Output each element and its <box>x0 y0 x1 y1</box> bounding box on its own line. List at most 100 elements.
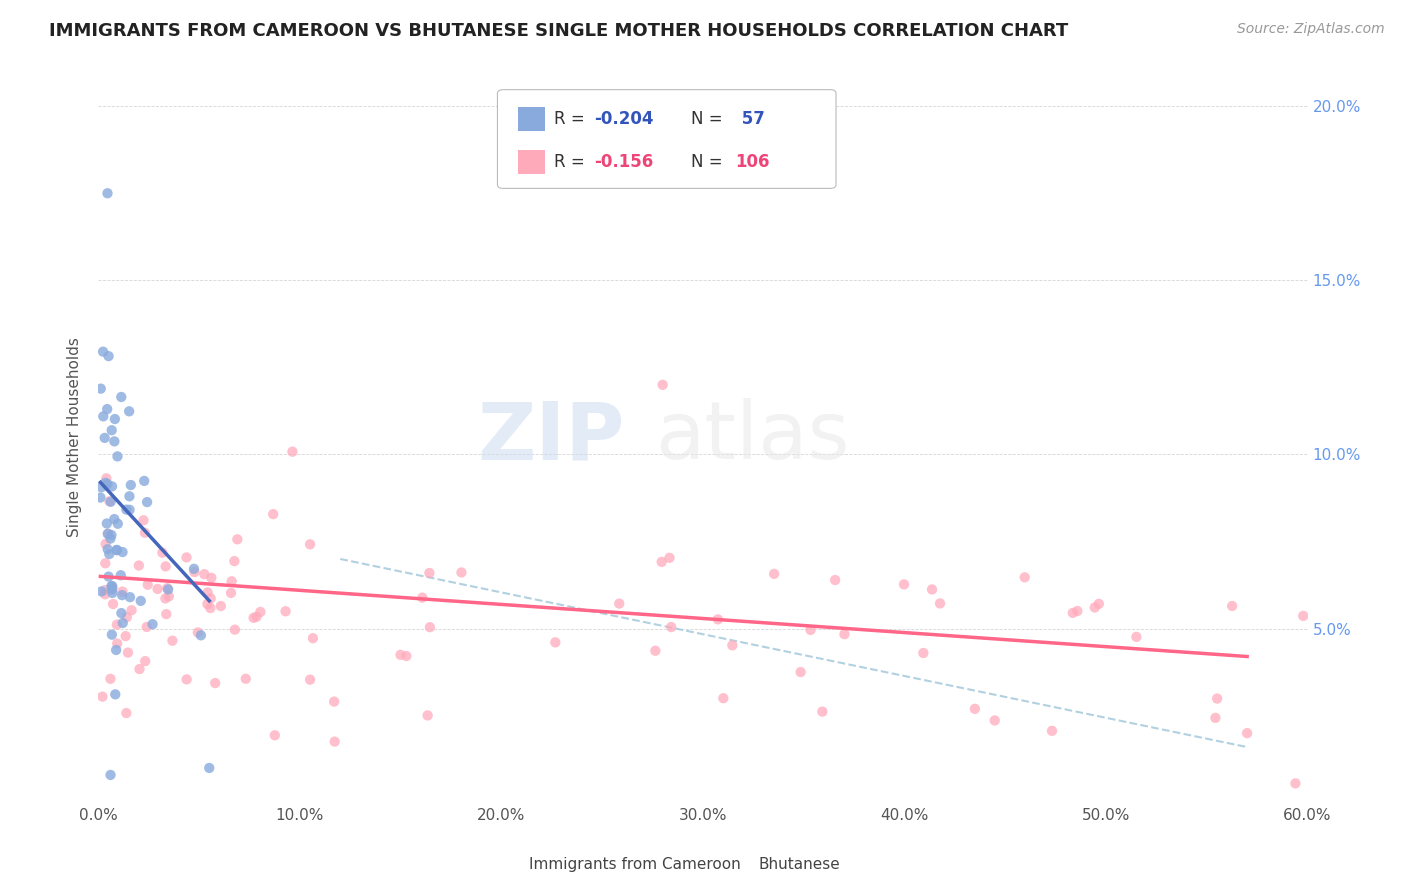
Point <box>90 480 112 494</box>
Point <box>129 594 152 608</box>
Point <box>100 532 122 546</box>
Point <box>104 412 127 426</box>
Point <box>242 611 264 625</box>
Point <box>763 566 786 581</box>
Point <box>1014 570 1036 584</box>
Point <box>118 404 141 418</box>
Point <box>299 673 322 687</box>
Point <box>1220 599 1243 613</box>
Point <box>157 582 180 597</box>
Point <box>1236 726 1258 740</box>
Point <box>115 502 138 516</box>
Point <box>111 588 134 602</box>
Point <box>221 574 243 589</box>
Point <box>96 186 118 201</box>
Point <box>94 537 117 551</box>
Point <box>93 431 115 445</box>
Point <box>97 526 120 541</box>
Point <box>249 605 271 619</box>
Point <box>117 646 139 660</box>
Point <box>1206 691 1229 706</box>
Point <box>187 625 209 640</box>
Point <box>121 603 143 617</box>
Point <box>155 559 177 574</box>
Point <box>162 633 184 648</box>
Point <box>893 577 915 591</box>
Point <box>707 612 730 626</box>
Text: R =: R = <box>554 153 591 171</box>
Point <box>834 627 856 641</box>
Point <box>157 590 180 604</box>
Point <box>912 646 935 660</box>
Text: Immigrants from Cameroon: Immigrants from Cameroon <box>529 857 741 872</box>
Point <box>389 648 412 662</box>
Point <box>115 706 138 720</box>
Point <box>711 691 734 706</box>
Point <box>176 673 198 687</box>
Point <box>118 489 141 503</box>
Point <box>94 587 117 601</box>
Point <box>299 537 322 551</box>
Point <box>101 479 124 493</box>
Point <box>103 434 125 449</box>
Point <box>114 629 136 643</box>
Point <box>98 547 121 561</box>
Point <box>156 581 179 595</box>
Point <box>118 590 141 604</box>
Point <box>97 526 120 541</box>
Point <box>110 568 132 582</box>
Point <box>97 542 120 557</box>
Point <box>659 620 682 634</box>
Point <box>395 648 418 663</box>
Point <box>419 620 441 634</box>
Point <box>183 562 205 576</box>
Point <box>110 606 132 620</box>
Point <box>824 573 846 587</box>
Point <box>197 585 219 599</box>
Point <box>105 542 128 557</box>
Point <box>190 628 212 642</box>
Point <box>146 582 169 596</box>
Point <box>224 623 246 637</box>
Point <box>101 579 124 593</box>
Point <box>1284 776 1306 790</box>
Point <box>281 444 304 458</box>
Point <box>101 597 124 611</box>
Point <box>128 662 150 676</box>
Point <box>418 566 440 580</box>
Bar <box>517 150 544 174</box>
Point <box>96 471 118 485</box>
Bar <box>498 858 522 879</box>
Point <box>101 586 124 600</box>
Point <box>811 705 834 719</box>
Point <box>183 565 205 579</box>
Bar <box>727 858 751 879</box>
Point <box>150 546 173 560</box>
Point <box>323 695 346 709</box>
Point <box>91 690 114 704</box>
Point <box>110 390 132 404</box>
Text: 57: 57 <box>735 110 765 128</box>
Point <box>651 555 673 569</box>
Text: -0.204: -0.204 <box>595 110 654 128</box>
Text: N =: N = <box>690 110 728 128</box>
Point <box>1040 723 1063 738</box>
Point <box>1125 630 1147 644</box>
Point <box>176 550 198 565</box>
Point <box>416 708 439 723</box>
Point <box>134 525 156 540</box>
Point <box>450 566 472 580</box>
Point <box>111 584 134 599</box>
Point <box>193 567 215 582</box>
Point <box>1292 608 1315 623</box>
Point <box>226 533 249 547</box>
Point <box>204 676 226 690</box>
Point <box>111 545 134 559</box>
Text: ZIP: ZIP <box>477 398 624 476</box>
Point <box>198 761 221 775</box>
Point <box>90 382 112 396</box>
Point <box>107 516 129 531</box>
Point <box>100 672 122 686</box>
Point <box>921 582 943 597</box>
Point <box>219 586 242 600</box>
